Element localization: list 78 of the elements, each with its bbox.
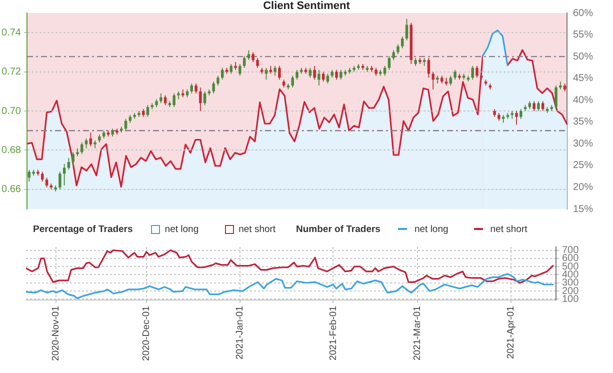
candlestick	[212, 81, 215, 94]
candlestick	[405, 18, 408, 41]
candlestick	[194, 83, 198, 94]
candlestick	[274, 65, 276, 76]
candlestick	[146, 104, 150, 118]
y-tick-label: 60%	[573, 8, 594, 19]
legend-label: net short	[490, 224, 528, 234]
candlestick	[296, 69, 298, 80]
y-tick-label: 0.72	[2, 66, 22, 78]
y-tick-label: 0.66	[2, 184, 22, 196]
candlestick	[89, 132, 92, 147]
y-tick-label: 20%	[573, 182, 594, 193]
candlestick	[41, 171, 44, 182]
candlestick	[291, 75, 294, 88]
candlestick	[72, 152, 74, 166]
x-tick-label: 2020-Dec-01	[141, 306, 152, 361]
legend-label: net long	[164, 224, 199, 234]
y-tick-label: 40%	[573, 94, 594, 106]
candlestick	[242, 56, 246, 68]
y-tick-label: 55%	[573, 30, 594, 41]
legend-title: Percentage of Traders	[33, 224, 133, 234]
chart-title: Client Sentiment	[263, 0, 350, 12]
candlestick	[190, 83, 193, 94]
candlestick	[532, 100, 536, 112]
candlestick	[471, 65, 474, 80]
candlestick	[238, 64, 242, 76]
candlestick	[278, 65, 281, 80]
candlestick	[230, 64, 233, 74]
candlestick	[335, 69, 338, 80]
candlestick	[264, 67, 268, 80]
candlestick	[326, 73, 330, 84]
candlestick	[256, 58, 259, 68]
x-tick-label: 2021-Apr-01	[505, 306, 516, 359]
legend-label: net long	[414, 224, 448, 234]
candlestick	[520, 108, 522, 120]
candlestick	[67, 158, 70, 170]
x-tick-label: 2021-Feb-01	[328, 306, 339, 360]
candlestick	[313, 65, 316, 80]
y-tick-label: 35%	[573, 116, 594, 128]
legend-label: net short	[238, 224, 276, 234]
candlestick	[541, 100, 544, 112]
candlestick	[388, 56, 391, 70]
candlestick	[199, 87, 202, 112]
candlestick	[318, 69, 320, 86]
y-tick-label: 0.74	[2, 27, 22, 38]
candlestick	[554, 85, 558, 110]
candlestick	[427, 58, 430, 78]
candlestick	[58, 171, 62, 190]
y-tick-label: 45%	[573, 73, 594, 84]
candlestick	[160, 92, 162, 104]
candlestick	[84, 138, 88, 149]
candlestick	[396, 44, 400, 55]
candlestick	[247, 50, 250, 60]
candlestick	[537, 100, 540, 112]
candlestick	[454, 69, 456, 80]
y2-tick-label: 100	[562, 294, 580, 305]
candlestick	[252, 52, 254, 62]
candlestick	[392, 50, 395, 60]
y-tick-label: 25%	[573, 160, 594, 172]
y-tick-label: 0.70	[2, 106, 22, 117]
x-tick-label: 2021-Mar-01	[412, 306, 424, 360]
candlestick	[476, 65, 478, 78]
candlestick	[172, 92, 176, 108]
y-tick-label: 15%	[573, 204, 594, 215]
legend-title: Number of Traders	[296, 224, 380, 234]
candlestick	[401, 36, 404, 49]
candlestick	[432, 71, 434, 90]
candlestick	[340, 69, 342, 80]
candlestick	[45, 177, 48, 188]
x-tick-label: 2021-Jan-01	[234, 306, 246, 360]
candlestick	[383, 65, 386, 76]
y-tick-label: 30%	[573, 138, 594, 150]
y-tick-label: 0.68	[2, 144, 22, 156]
x-tick-label: 2020-Nov-01	[50, 306, 62, 361]
candlestick	[449, 75, 452, 86]
candlestick	[216, 75, 220, 86]
candlestick	[515, 110, 518, 126]
y-tick-label: 50%	[573, 51, 594, 62]
